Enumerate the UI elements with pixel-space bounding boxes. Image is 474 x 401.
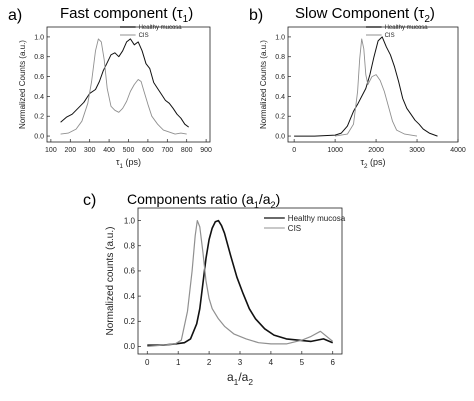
panel-a-letter: a)	[8, 7, 22, 24]
x-tick-label: 500	[123, 147, 135, 154]
y-tick-label: 1.0	[34, 34, 44, 41]
panel-a-title: Fast component (τ1)	[60, 5, 193, 25]
series-line-cis	[335, 38, 418, 137]
legend-label-healthy: Healthy mucosa	[385, 25, 429, 31]
y-axis-label: Normalized Counts (a.u.)	[18, 40, 27, 129]
x-tick-label: 0	[145, 358, 150, 367]
x-tick-label: 1000	[327, 147, 343, 154]
plot-frame	[287, 26, 459, 143]
y-tick-label: 0.6	[124, 267, 136, 276]
y-tick-label: 0.8	[34, 54, 44, 61]
panel-b-title: Slow Component (τ2)	[295, 5, 435, 25]
series-line-healthy	[147, 219, 334, 347]
x-tick-label: 700	[161, 147, 173, 154]
y-tick-label: 0.8	[124, 242, 136, 251]
legend-label-healthy: Healthy mucosa	[139, 25, 183, 31]
series-line-healthy	[60, 38, 189, 128]
x-tick-label: 2000	[368, 147, 384, 154]
y-tick-label: 0.6	[275, 74, 285, 81]
y-tick-label: 0.2	[275, 114, 285, 121]
y-tick-label: 0.4	[124, 292, 136, 301]
x-tick-label: 3	[238, 358, 243, 367]
x-tick-label: 600	[142, 147, 154, 154]
x-tick-label: 6	[331, 358, 336, 367]
x-tick-label: 300	[84, 147, 96, 154]
y-axis-label: Normalized counts (a.u.)	[105, 227, 116, 336]
legend-label-cis: CIS	[139, 33, 149, 39]
y-axis-label: Normalized Counts (a.u.)	[259, 40, 268, 129]
y-tick-label: 0.0	[34, 134, 44, 141]
chart-components-ratio: 0 1 2 3 4 5 6 0.0 0.2 0.4 0.6 0.8 1.0 Normalized coun…	[105, 207, 346, 387]
series-line-cis	[60, 38, 187, 135]
x-tick-label: 800	[181, 147, 193, 154]
series-line-cis	[147, 220, 334, 347]
legend-label-cis: CIS	[288, 224, 301, 233]
y-tick-label: 0.0	[275, 134, 285, 141]
y-tick-label: 0.2	[34, 114, 44, 121]
legend-label-cis: CIS	[385, 33, 395, 39]
x-axis-label: τ1 (ps)	[116, 157, 141, 170]
y-tick-label: 1.0	[124, 216, 136, 225]
y-tick-label: 0.0	[124, 342, 136, 351]
y-tick-label: 0.4	[34, 94, 44, 101]
x-tick-label: 2	[207, 358, 212, 367]
x-tick-label: 100	[45, 147, 57, 154]
panel-c-title: Components ratio (a1/a2)	[127, 191, 280, 210]
x-tick-label: 5	[300, 358, 305, 367]
panel-c-letter: c)	[83, 192, 96, 209]
x-tick-label: 200	[64, 147, 76, 154]
series-line-healthy	[294, 36, 438, 137]
x-tick-label: 0	[292, 147, 296, 154]
y-tick-label: 0.8	[275, 54, 285, 61]
x-tick-label: 4000	[450, 147, 466, 154]
y-tick-label: 0.4	[275, 94, 285, 101]
y-tick-label: 0.6	[34, 74, 44, 81]
x-axis-label: a1/a2	[227, 370, 253, 387]
x-tick-label: 3000	[409, 147, 425, 154]
x-tick-label: 400	[103, 147, 115, 154]
legend-label-healthy: Healthy mucosa	[288, 214, 346, 223]
y-tick-label: 0.2	[124, 317, 136, 326]
x-axis-label: τ2 (ps)	[360, 157, 385, 170]
x-tick-label: 900	[200, 147, 212, 154]
panel-b-letter: b)	[249, 7, 263, 24]
y-tick-label: 1.0	[275, 34, 285, 41]
x-tick-label: 4	[269, 358, 274, 367]
chart-slow-component: 0 1000 2000 3000 4000 0.0 0.2 0.4 0.6 0.8 1.0 Norma…	[259, 25, 466, 170]
x-tick-label: 1	[176, 358, 181, 367]
chart-fast-component: 100 200 300 400 500 600 700 800 900 0.0 0.2 0.4 0.6 0…	[18, 25, 212, 170]
plot-frame	[137, 207, 343, 355]
